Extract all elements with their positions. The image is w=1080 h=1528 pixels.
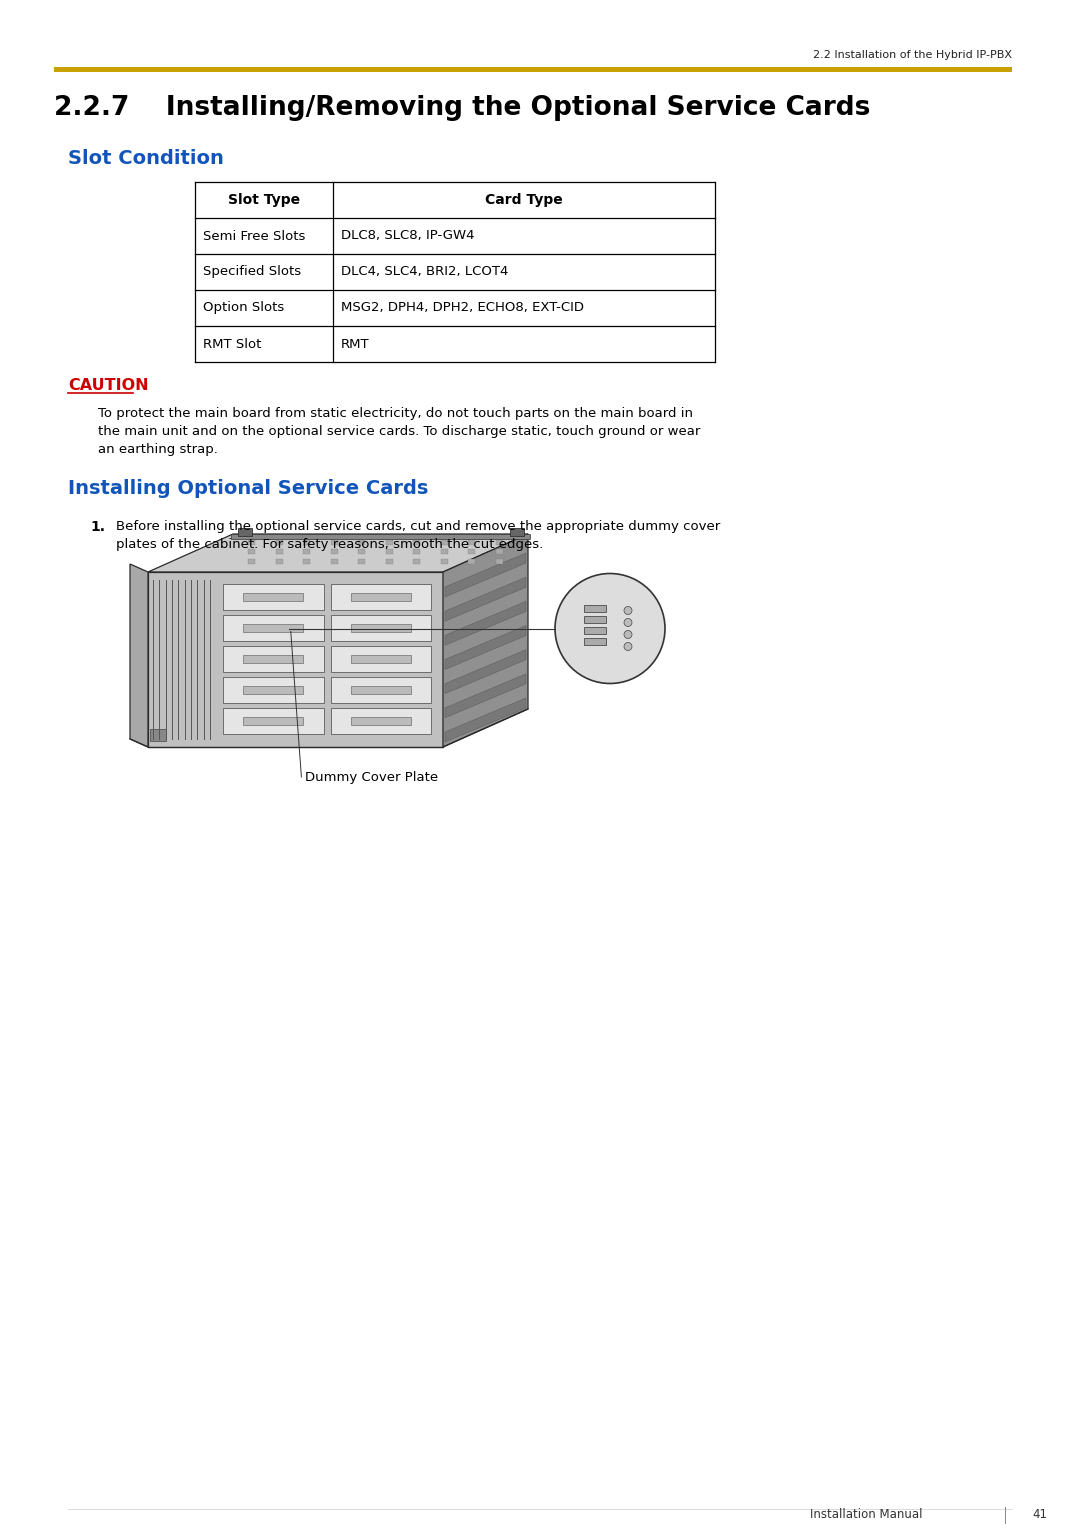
Polygon shape [275, 550, 283, 555]
Polygon shape [496, 550, 502, 555]
Polygon shape [445, 578, 526, 622]
Polygon shape [275, 559, 283, 564]
Text: Slot Condition: Slot Condition [68, 148, 224, 168]
Polygon shape [386, 539, 392, 545]
Polygon shape [243, 717, 303, 724]
Polygon shape [243, 686, 303, 694]
Text: RMT: RMT [341, 338, 369, 350]
Polygon shape [441, 539, 447, 545]
Polygon shape [351, 593, 410, 601]
Bar [584, 637, 606, 645]
Text: MSG2, DPH4, DPH2, ECHO8, EXT-CID: MSG2, DPH4, DPH2, ECHO8, EXT-CID [341, 301, 584, 315]
Text: 2.2 Installation of the Hybrid IP-PBX: 2.2 Installation of the Hybrid IP-PBX [813, 50, 1012, 60]
Polygon shape [445, 649, 526, 694]
Polygon shape [248, 559, 255, 564]
Circle shape [624, 642, 632, 651]
Polygon shape [413, 559, 420, 564]
Polygon shape [330, 584, 431, 610]
Polygon shape [243, 623, 303, 633]
Text: DLC8, SLC8, IP-GW4: DLC8, SLC8, IP-GW4 [341, 229, 474, 243]
Polygon shape [222, 646, 324, 672]
Polygon shape [243, 656, 303, 663]
Bar [584, 626, 606, 634]
Polygon shape [351, 686, 410, 694]
Polygon shape [386, 559, 392, 564]
Polygon shape [386, 550, 392, 555]
Polygon shape [150, 729, 166, 741]
Polygon shape [303, 550, 310, 555]
Text: CAUTION: CAUTION [68, 379, 149, 394]
Polygon shape [413, 539, 420, 545]
Polygon shape [413, 550, 420, 555]
Polygon shape [443, 533, 528, 747]
Circle shape [624, 631, 632, 639]
Polygon shape [243, 593, 303, 601]
Polygon shape [330, 646, 431, 672]
Polygon shape [330, 539, 337, 545]
Text: Before installing the optional service cards, cut and remove the appropriate dum: Before installing the optional service c… [116, 520, 720, 533]
Polygon shape [222, 707, 324, 733]
Circle shape [555, 573, 665, 683]
Polygon shape [441, 550, 447, 555]
Polygon shape [248, 550, 255, 555]
Polygon shape [441, 559, 447, 564]
Polygon shape [357, 559, 365, 564]
Polygon shape [130, 564, 148, 747]
Circle shape [624, 607, 632, 614]
Text: Slot Type: Slot Type [228, 193, 300, 206]
Polygon shape [468, 539, 475, 545]
Text: plates of the cabinet. For safety reasons, smooth the cut edges.: plates of the cabinet. For safety reason… [116, 538, 543, 552]
Text: Option Slots: Option Slots [203, 301, 284, 315]
Bar [231, 533, 530, 539]
Polygon shape [330, 677, 431, 703]
Polygon shape [148, 533, 528, 571]
Polygon shape [222, 584, 324, 610]
Polygon shape [445, 625, 526, 669]
Bar [584, 616, 606, 622]
Polygon shape [445, 698, 526, 743]
Polygon shape [238, 529, 252, 536]
Polygon shape [330, 707, 431, 733]
Text: RMT Slot: RMT Slot [203, 338, 261, 350]
Text: Installing Optional Service Cards: Installing Optional Service Cards [68, 478, 429, 498]
Polygon shape [351, 623, 410, 633]
Polygon shape [275, 539, 283, 545]
Text: Specified Slots: Specified Slots [203, 266, 301, 278]
Text: an earthing strap.: an earthing strap. [98, 443, 218, 457]
Polygon shape [330, 550, 337, 555]
Polygon shape [445, 553, 526, 597]
Text: To protect the main board from static electricity, do not touch parts on the mai: To protect the main board from static el… [98, 408, 693, 420]
Text: 2.2.7    Installing/Removing the Optional Service Cards: 2.2.7 Installing/Removing the Optional S… [54, 95, 870, 121]
Polygon shape [351, 656, 410, 663]
Polygon shape [468, 559, 475, 564]
Bar [584, 605, 606, 611]
Polygon shape [303, 539, 310, 545]
Text: Semi Free Slots: Semi Free Slots [203, 229, 306, 243]
Polygon shape [445, 602, 526, 645]
Polygon shape [357, 539, 365, 545]
Polygon shape [222, 677, 324, 703]
Polygon shape [468, 550, 475, 555]
Polygon shape [248, 539, 255, 545]
Polygon shape [330, 614, 431, 642]
Bar [54, 67, 1012, 72]
Text: the main unit and on the optional service cards. To discharge static, touch grou: the main unit and on the optional servic… [98, 425, 700, 439]
Polygon shape [445, 674, 526, 718]
Text: DLC4, SLC4, BRI2, LCOT4: DLC4, SLC4, BRI2, LCOT4 [341, 266, 509, 278]
Polygon shape [496, 559, 502, 564]
Text: 41: 41 [1032, 1508, 1048, 1522]
Polygon shape [222, 614, 324, 642]
Polygon shape [330, 559, 337, 564]
Polygon shape [351, 717, 410, 724]
Text: 1.: 1. [90, 520, 105, 533]
Polygon shape [357, 550, 365, 555]
Circle shape [624, 619, 632, 626]
Text: Dummy Cover Plate: Dummy Cover Plate [306, 770, 438, 784]
Polygon shape [303, 559, 310, 564]
Polygon shape [496, 539, 502, 545]
Polygon shape [510, 529, 524, 536]
Polygon shape [148, 571, 443, 747]
Text: Installation Manual: Installation Manual [810, 1508, 922, 1522]
Text: Card Type: Card Type [485, 193, 563, 206]
